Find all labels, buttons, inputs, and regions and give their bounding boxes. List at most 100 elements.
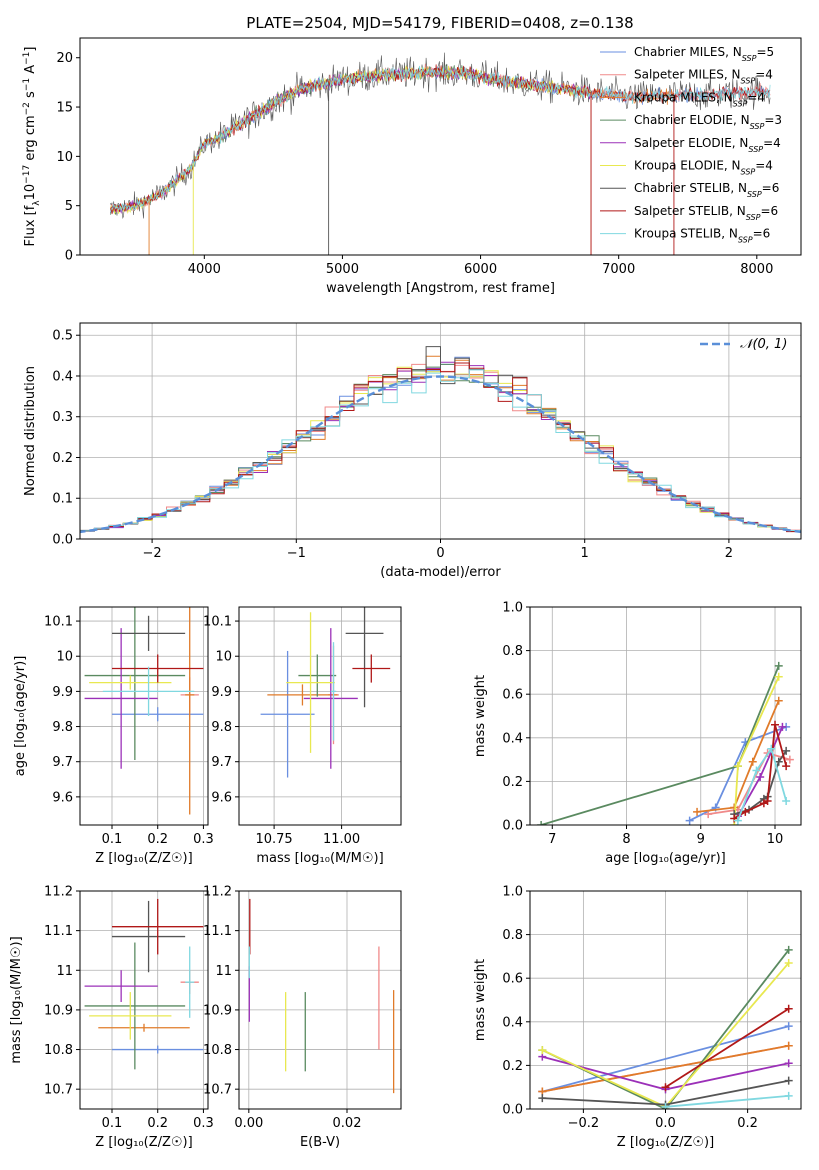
- spectrum-plot-area: [110, 52, 771, 255]
- mass_vs_ebv-ytick-label: 10.9: [203, 1003, 232, 1018]
- legend-entry: Kroupa STELIB, NSSP=6: [634, 227, 770, 245]
- spectrum-ytick-label: 10: [56, 150, 73, 165]
- age_vs_Z-xlabel: Z [log₁₀(Z/Z☉)]: [95, 851, 192, 866]
- age_vs_Z-xtick-label: 0.1: [102, 832, 123, 847]
- mass_weight_vs_Z-xlabel: Z [log₁₀(Z/Z☉)]: [617, 1135, 714, 1150]
- mass_vs_Z-ytick-label: 11: [56, 964, 73, 979]
- mass_weight_vs_age-xtick-label: 10: [767, 832, 784, 847]
- mass_weight_vs_Z-ytick-label: 0.0: [502, 1103, 523, 1118]
- mass_weight_vs_Z-ytick-label: 0.2: [502, 1059, 523, 1074]
- mass_weight_vs_age-xtick-label: 7: [548, 832, 556, 847]
- mass_weight_vs_Z-ytick-label: 1.0: [502, 885, 523, 900]
- mass_weight_vs_Z-marker: [784, 1041, 793, 1050]
- legend-entry: Salpeter MILES, NSSP=4: [634, 68, 773, 86]
- residuals-xtick-label: 0: [436, 546, 444, 561]
- mass_vs_ebv-ytick-label: 10.7: [203, 1083, 232, 1098]
- legend-entry: 𝒩(0, 1): [740, 337, 787, 352]
- age_vs_Z-axes: 0.1 0.2 0.3 9.6 9.7 9.8 9.9 10 10.1 Z [log₁₀(Z/Z☉…: [13, 606, 214, 866]
- residuals-ytick-label: 0.0: [52, 533, 73, 548]
- residuals-xlabel: (data-model)/error: [380, 565, 501, 580]
- mass_weight_vs_age-series-line: [696, 700, 780, 813]
- mass_vs_Z-xtick-label: 0.3: [193, 1116, 214, 1131]
- mass_weight_vs_Z-xtick-label: 0.2: [737, 1116, 758, 1131]
- spectrum-frame: [79, 37, 802, 256]
- mass_weight_vs_age-series-line: [737, 746, 788, 821]
- mass_weight_vs_age-marker: [774, 696, 783, 705]
- mass_vs_ebv-xlabel: E(B-V): [300, 1135, 340, 1150]
- spectrum-line-chabrier-stelib: [110, 52, 771, 220]
- mass_weight_vs_age-marker: [782, 797, 791, 806]
- mass_weight_vs_age-ytick-label: 0.4: [502, 731, 523, 746]
- residuals-ylabel: Normed distribution: [23, 366, 38, 496]
- age_vs_mass-plot-area: [260, 607, 391, 778]
- mass_weight_vs_age-marker: [767, 744, 776, 753]
- mass_vs_ebv-axes: 0.00 0.02 10.7 10.8 10.9 11 11.1 11.2 E(B-V): [203, 885, 402, 1150]
- mass_weight_vs_age-panel: 7 8 9 10 0.0 0.2 0.4 0.6 0.8 1.0 age [log₁₀(age/yr…: [473, 601, 802, 866]
- age_vs_mass-ytick-label: 9.9: [211, 685, 232, 700]
- legend-entry: Kroupa ELODIE, NSSP=4: [634, 159, 773, 177]
- figure-title: PLATE=2504, MJD=54179, FIBERID=0408, z=0…: [246, 14, 633, 32]
- mass_weight_vs_Z-marker: [661, 1102, 670, 1109]
- mass_vs_ebv-frame: [238, 890, 402, 1110]
- mass_weight_vs_age-ytick-label: 1.0: [502, 601, 523, 616]
- mass_vs_ebv-panel: 0.00 0.02 10.7 10.8 10.9 11 11.1 11.2 E(B-V): [203, 885, 402, 1150]
- mass_weight_vs_age-marker: [774, 661, 783, 670]
- mass_weight_vs_age-marker: [785, 755, 794, 764]
- spectrum-legend: Chabrier MILES, NSSP=5 Salpeter MILES, NS…: [600, 45, 782, 244]
- mass_weight_vs_Z-ytick-label: 0.8: [502, 928, 523, 943]
- spectrum-ytick-label: 0: [65, 249, 73, 264]
- mass_vs_ebv-ytick-label: 10.8: [203, 1043, 232, 1058]
- residuals-ytick-label: 0.5: [52, 329, 73, 344]
- mass_weight_vs_age-xtick-label: 9: [697, 832, 705, 847]
- spectrum-xtick-label: 8000: [740, 262, 773, 277]
- age_vs_Z-ytick-label: 9.8: [52, 720, 73, 735]
- age_vs_mass-xtick-label: 11.00: [323, 832, 360, 847]
- mass_weight_vs_age-series-line: [689, 726, 787, 822]
- age_vs_Z-ylabel: age [log₁₀(age/yr)]: [13, 656, 28, 777]
- spectrum-xtick-label: 5000: [326, 262, 359, 277]
- mass_vs_Z-ytick-label: 11.2: [44, 885, 73, 900]
- age_vs_mass-axes: 10.75 11.00 9.6 9.7 9.8 9.9 10 10.1 mass [log₁₀(…: [203, 606, 402, 866]
- mass_vs_Z-ylabel: mass [log₁₀(M/M☉)]: [9, 936, 24, 1063]
- mass_weight_vs_Z-marker: [784, 1091, 793, 1100]
- mass_weight_vs_age-marker: [782, 746, 791, 755]
- spectrum-xtick-label: 6000: [464, 262, 497, 277]
- spectrum-xtick-label: 7000: [602, 262, 635, 277]
- mass_weight_vs_Z-series-line: [542, 1044, 789, 1093]
- mass_vs_Z-axes: 0.1 0.2 0.3 10.7 10.8 10.9 11 11.1 11.2 Z [log₁₀(…: [9, 885, 214, 1151]
- mass_weight_vs_age-ytick-label: 0.8: [502, 644, 523, 659]
- age_vs_Z-ytick-label: 9.9: [52, 685, 73, 700]
- spectrum-axes: 4000 5000 6000 7000 8000 0 5 10 15 20 wavelength […: [22, 37, 802, 296]
- mass_weight_vs_age-marker: [741, 807, 750, 816]
- age_vs_mass-ytick-label: 10.1: [203, 615, 232, 630]
- normal-reference-curve: [80, 375, 801, 534]
- mass_weight_vs_Z-ytick-label: 0.6: [502, 972, 523, 987]
- mass_weight_vs_age-marker: [774, 672, 783, 681]
- mass_weight_vs_age-marker: [771, 720, 780, 729]
- mass_weight_vs_age-ytick-label: 0.2: [502, 775, 523, 790]
- spectrum-line-kroupa-stelib: [110, 65, 771, 213]
- mass_weight_vs_age-ylabel: mass weight: [473, 675, 488, 757]
- spectrum-ylabel: Flux [fλ10−17 erg cm−2 s−1 A−1]: [22, 47, 42, 247]
- age_vs_Z-ytick-label: 10.1: [44, 615, 73, 630]
- mass_weight_vs_age-marker: [763, 797, 772, 806]
- mass_vs_Z-xtick-label: 0.1: [102, 1116, 123, 1131]
- legend-entry: Chabrier MILES, NSSP=5: [634, 45, 774, 63]
- mass_weight_vs_Z-ytick-label: 0.4: [502, 1015, 523, 1030]
- spectrum-line-kroupa-elodie: [110, 65, 592, 215]
- age_vs_mass-ytick-label: 9.6: [211, 790, 232, 805]
- legend-entry: Kroupa MILES, NSSP=4: [634, 90, 765, 108]
- residuals-ytick-label: 0.1: [52, 492, 73, 507]
- mass_weight_vs_Z-marker: [784, 1059, 793, 1068]
- age_vs_Z-frame: [79, 606, 209, 826]
- mass_vs_Z-ytick-label: 11.1: [44, 924, 73, 939]
- mass_weight_vs_Z-series-line: [542, 1025, 789, 1093]
- mass_weight_vs_Z-plot-area: [538, 945, 793, 1109]
- mass_weight_vs_age-marker: [778, 722, 787, 731]
- mass_vs_ebv-ytick-label: 11: [215, 964, 232, 979]
- residuals-panel: −2 −1 0 1 2 0.0 0.1 0.2 0.3 0.4 0.5 (data-model)/er…: [23, 322, 802, 580]
- mass_weight_vs_age-marker: [752, 766, 761, 775]
- age_vs_Z-ytick-label: 9.6: [52, 790, 73, 805]
- mass_vs_Z-panel: 0.1 0.2 0.3 10.7 10.8 10.9 11 11.1 11.2 Z [log₁₀(…: [9, 885, 214, 1151]
